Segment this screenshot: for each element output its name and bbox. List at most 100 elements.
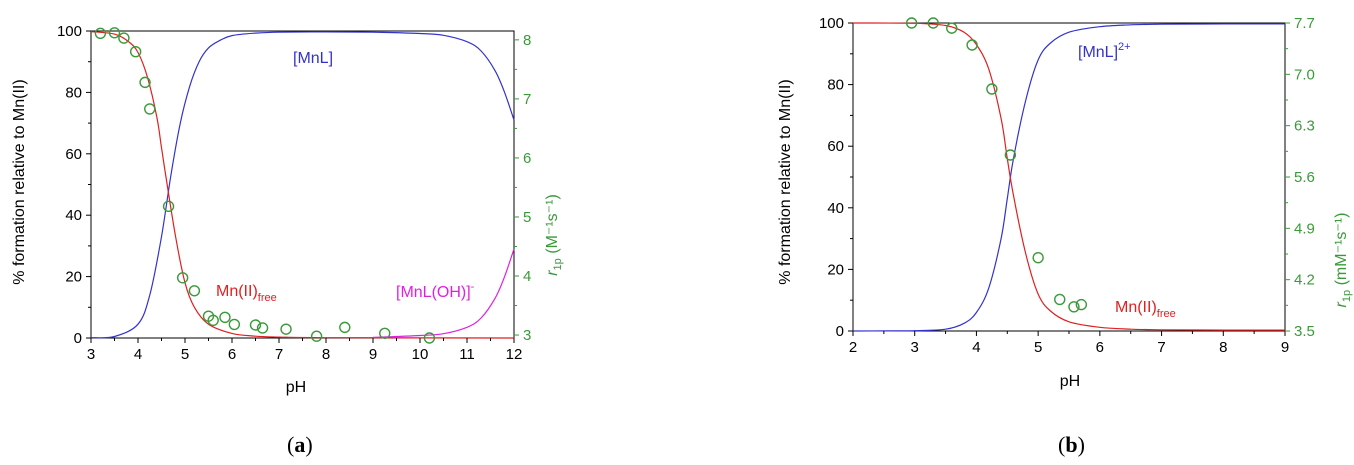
y2-label-unit-a: (M⁻¹s⁻¹) bbox=[544, 194, 561, 258]
x-tick-label-a-4: 7 bbox=[275, 346, 283, 363]
series-label-mnfree-b: Mn(II)free bbox=[1115, 299, 1176, 320]
y2-tick-label-b-5: 7.0 bbox=[1294, 66, 1315, 83]
x-tick-label-b-2: 4 bbox=[972, 339, 980, 356]
series-line-a-1 bbox=[90, 31, 515, 339]
x-tick-label-a-6: 9 bbox=[369, 346, 377, 363]
y2-ticks-b: 3.5 4.2 4.9 5.6 6.3 7.0 7.7 bbox=[1285, 15, 1315, 340]
relaxivity-point-a-16 bbox=[310, 330, 323, 342]
relaxivity-point-a-8 bbox=[188, 285, 201, 297]
y-tick-label-b-1: 20 bbox=[827, 261, 844, 278]
relaxivity-point-b-1 bbox=[927, 17, 939, 29]
relaxivity-points-a bbox=[94, 27, 436, 344]
relaxivity-point-a-11 bbox=[219, 311, 231, 324]
y-tick-label-a-1: 20 bbox=[65, 269, 82, 286]
relaxivity-point-a-17 bbox=[339, 321, 351, 334]
x-tick-label-a-2: 5 bbox=[181, 346, 189, 363]
y2-label-sub-a: 1p bbox=[552, 258, 564, 270]
y-tick-label-b-2: 40 bbox=[827, 200, 844, 217]
relaxivity-point-a-18 bbox=[379, 327, 391, 339]
series-label-mnfree-a-sub: free bbox=[258, 292, 277, 304]
relaxivity-point-a-5 bbox=[144, 103, 156, 115]
y2-tick-label-a-0: 3 bbox=[523, 327, 531, 344]
y2-tick-label-b-4: 6.3 bbox=[1294, 118, 1315, 135]
y-axis-label-b: % formation relative to Mn(II) bbox=[777, 79, 794, 284]
relaxivity-point-a-2 bbox=[118, 32, 130, 44]
chart-panel-b: 2 3 4 5 6 7 8 9 0 20 40 60 80 100 3.5 4.2 4.9 5.6 6.3 7.0… bbox=[777, 15, 1353, 390]
relaxivity-points-b bbox=[905, 17, 1088, 313]
y2-tick-label-a-5: 8 bbox=[523, 32, 531, 49]
y2-tick-label-b-2: 4.9 bbox=[1294, 220, 1315, 237]
series-label-mnloh-a: [MnL(OH)]- bbox=[396, 281, 475, 301]
y-tick-label-a-4: 80 bbox=[65, 84, 82, 101]
panel-label-a-letter: a bbox=[294, 432, 306, 457]
relaxivity-point-a-4 bbox=[139, 76, 151, 89]
relaxivity-point-b-0 bbox=[905, 17, 918, 29]
series-label-mnl-b: [MnL]2+ bbox=[1078, 41, 1131, 61]
x-tick-label-b-1: 3 bbox=[911, 339, 919, 356]
series-label-mnloh-a-sup: - bbox=[471, 281, 475, 293]
y2-axis-label-a: r1p (M⁻¹s⁻¹) bbox=[544, 194, 564, 276]
series-label-mnl-a: [MnL] bbox=[293, 50, 333, 67]
relaxivity-point-a-19 bbox=[423, 332, 436, 344]
series-line-b-0 bbox=[852, 23, 1285, 332]
y2-label-main-a: r bbox=[544, 270, 561, 276]
y2-tick-label-a-2: 5 bbox=[523, 209, 531, 226]
y-tick-label-a-5: 100 bbox=[57, 23, 82, 40]
x-tick-label-a-3: 6 bbox=[228, 346, 236, 363]
x-tick-label-b-4: 6 bbox=[1096, 339, 1104, 356]
relaxivity-point-a-12 bbox=[228, 318, 241, 331]
y2-ticks-a: 3 4 5 6 7 8 bbox=[514, 32, 531, 344]
panel-label-a: (a) bbox=[287, 432, 313, 457]
y2-tick-label-a-3: 6 bbox=[523, 150, 531, 167]
x-tick-label-a-0: 3 bbox=[87, 346, 95, 363]
panel-label-b: (b) bbox=[1058, 432, 1085, 457]
relaxivity-point-a-0 bbox=[94, 27, 107, 40]
y-tick-label-a-2: 40 bbox=[65, 207, 82, 224]
y-tick-label-b-5: 100 bbox=[819, 15, 844, 32]
y-tick-label-b-4: 80 bbox=[827, 77, 844, 94]
relaxivity-point-b-2 bbox=[946, 22, 958, 34]
curves-b bbox=[852, 22, 1285, 332]
y-axis-label-a: % formation relative to Mn(II) bbox=[11, 79, 28, 284]
relaxivity-point-b-6 bbox=[1032, 251, 1044, 264]
x-tick-label-a-8: 11 bbox=[459, 346, 475, 363]
series-label-mnl-b-main: [MnL] bbox=[1078, 44, 1118, 61]
x-tick-label-b-3: 5 bbox=[1034, 339, 1042, 356]
y-tick-label-b-0: 0 bbox=[836, 323, 844, 340]
y2-tick-label-b-3: 5.6 bbox=[1294, 169, 1315, 186]
series-label-mnfree-b-main: Mn(II) bbox=[1115, 299, 1157, 316]
x-tick-label-b-0: 2 bbox=[849, 339, 857, 356]
y2-tick-label-b-6: 7.7 bbox=[1294, 15, 1315, 32]
series-label-mnfree-a-main: Mn(II) bbox=[216, 283, 258, 300]
relaxivity-point-b-8 bbox=[1068, 301, 1080, 313]
x-tick-label-b-7: 9 bbox=[1281, 339, 1289, 356]
y2-tick-label-a-1: 4 bbox=[523, 268, 531, 285]
relaxivity-point-a-14 bbox=[256, 322, 269, 334]
series-label-mnl-a-main: [MnL] bbox=[293, 50, 333, 67]
x-axis-label-b: pH bbox=[1060, 373, 1080, 390]
relaxivity-point-a-7 bbox=[176, 272, 189, 284]
series-label-mnl-b-sup: 2+ bbox=[1118, 41, 1131, 53]
curves-a bbox=[90, 31, 515, 339]
series-label-mnloh-a-main: [MnL(OH)] bbox=[396, 284, 471, 301]
y2-tick-label-a-4: 7 bbox=[523, 91, 531, 108]
x-ticks-a: 3 4 5 6 7 8 9 10 11 12 bbox=[87, 338, 522, 363]
relaxivity-point-a-15 bbox=[280, 323, 292, 335]
y2-tick-label-b-0: 3.5 bbox=[1294, 323, 1315, 340]
x-tick-label-a-7: 10 bbox=[412, 346, 429, 363]
series-line-a-2 bbox=[372, 248, 515, 338]
relaxivity-point-b-3 bbox=[966, 39, 978, 51]
series-label-mnfree-b-sub: free bbox=[1157, 308, 1176, 320]
relaxivity-point-b-4 bbox=[986, 83, 998, 95]
y2-label-main-b: r bbox=[1333, 301, 1350, 307]
series-line-a-0 bbox=[90, 31, 515, 339]
x-ticks-b: 2 3 4 5 6 7 8 9 bbox=[849, 331, 1289, 356]
x-tick-label-a-1: 4 bbox=[134, 346, 142, 363]
x-tick-label-b-6: 8 bbox=[1219, 339, 1227, 356]
relaxivity-point-b-7 bbox=[1054, 293, 1066, 306]
relaxivity-point-a-10 bbox=[207, 314, 219, 326]
relaxivity-point-b-5 bbox=[1004, 149, 1017, 161]
series-line-b-1 bbox=[852, 22, 1285, 331]
x-tick-label-a-5: 8 bbox=[322, 346, 330, 363]
